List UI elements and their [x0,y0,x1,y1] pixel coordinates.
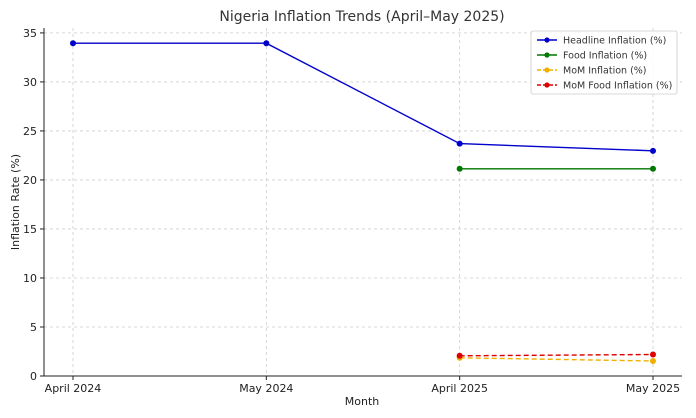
y-tick-label: 10 [23,272,37,285]
chart-title: Nigeria Inflation Trends (April–May 2025… [219,9,504,25]
series-line [460,355,653,356]
legend-swatch-marker [544,67,549,72]
y-tick-label: 35 [23,27,37,40]
legend: Headline Inflation (%) Food Inflation (%)… [531,31,677,94]
series-2 [457,166,656,172]
y-tick-label: 25 [23,125,37,138]
x-tick-label: April 2025 [431,382,488,395]
data-point [457,141,463,147]
x-axis-label: Month [345,395,380,408]
data-point [650,148,656,154]
y-tick-label: 15 [23,223,37,236]
y-tick-label: 5 [30,321,37,334]
y-axis-label: Inflation Rate (%) [9,154,22,250]
y-tick-label: 20 [23,174,37,187]
x-tick-label: May 2024 [239,382,293,395]
data-point [457,353,463,359]
legend-label: MoM Food Inflation (%) [563,81,672,92]
data-point [650,352,656,358]
data-point [263,40,269,46]
legend-swatch-marker [544,37,549,42]
data-point [650,166,656,172]
y-tick-label: 0 [30,370,37,383]
legend-swatch-marker [544,52,549,57]
series-line [460,358,653,361]
legend-label: Headline Inflation (%) [563,36,666,47]
data-point [70,40,76,46]
legend-label: Food Inflation (%) [563,51,647,62]
x-tick-label: April 2024 [45,382,102,395]
y-tick-label: 30 [23,76,37,89]
legend-label: MoM Inflation (%) [563,66,647,77]
x-tick-label: May 2025 [626,382,680,395]
legend-swatch-marker [544,82,549,87]
data-point [650,358,656,364]
data-point [457,166,463,172]
